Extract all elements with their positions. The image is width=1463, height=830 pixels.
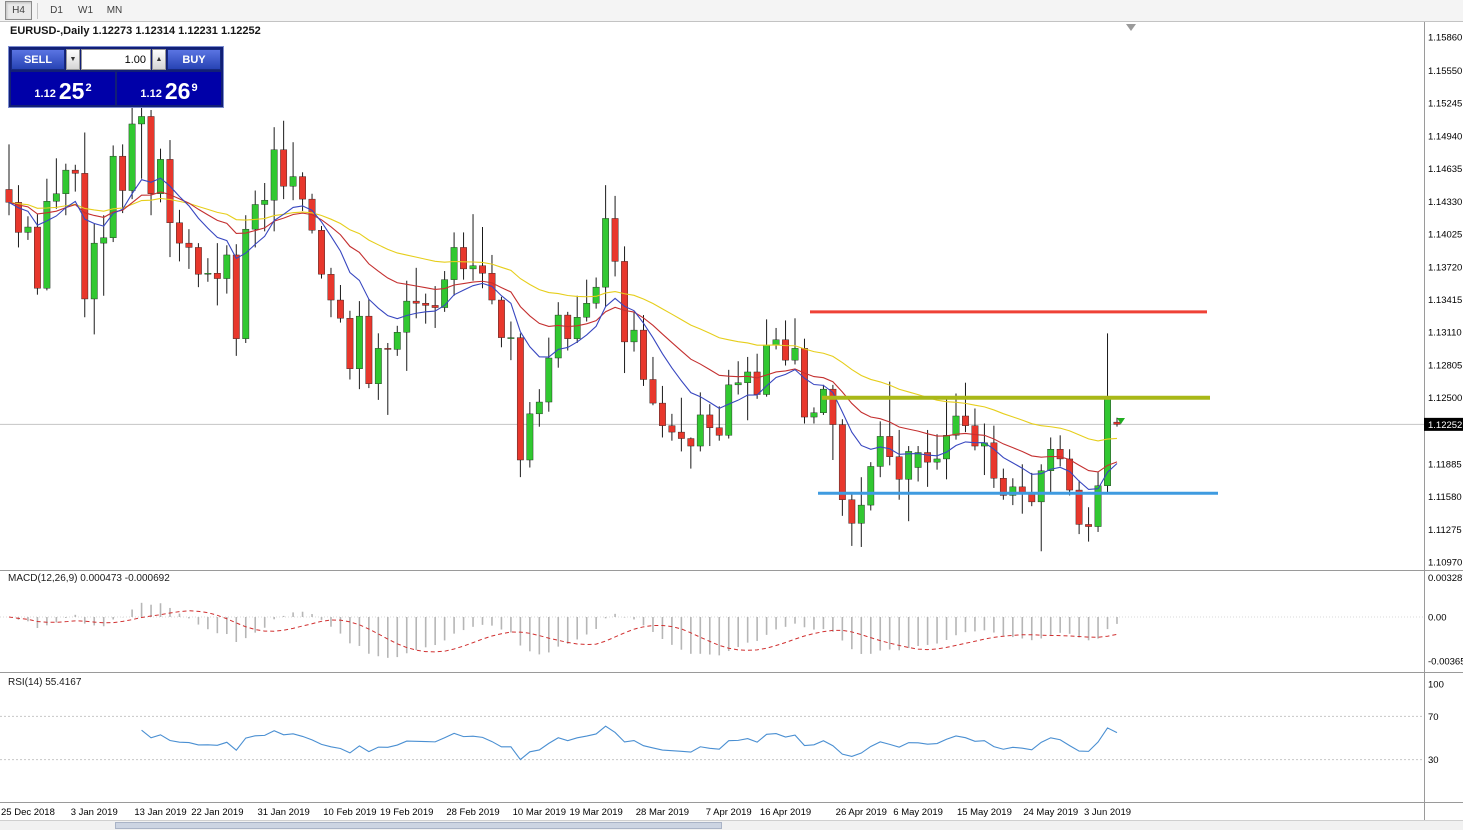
svg-text:28 Mar 2019: 28 Mar 2019 bbox=[636, 807, 689, 818]
scrollbar-thumb[interactable] bbox=[115, 822, 722, 829]
timeframe-button-d1[interactable]: D1 bbox=[50, 5, 63, 16]
svg-text:1.14330: 1.14330 bbox=[1428, 197, 1462, 208]
svg-text:1.12805: 1.12805 bbox=[1428, 360, 1462, 371]
svg-text:1.12500: 1.12500 bbox=[1428, 393, 1462, 404]
rsi-pane bbox=[0, 715, 1424, 761]
bid-price-display: 1.12 25 2 bbox=[11, 72, 115, 105]
macd-pane bbox=[0, 602, 1424, 658]
candlesticks bbox=[5, 102, 1121, 552]
chart-title: EURUSD-,Daily 1.12273 1.12314 1.12231 1.… bbox=[10, 25, 261, 37]
macd-histogram bbox=[17, 602, 1118, 658]
svg-text:3 Jun 2019: 3 Jun 2019 bbox=[1084, 807, 1131, 818]
ask-price-prefix: 1.12 bbox=[140, 88, 162, 100]
svg-text:0.00: 0.00 bbox=[1428, 613, 1447, 624]
time-axis[interactable]: 25 Dec 2018 3 Jan 2019 13 Jan 2019 22 Jan 2… bbox=[1, 807, 1131, 818]
svg-text:100: 100 bbox=[1428, 680, 1444, 691]
svg-text:7 Apr 2019: 7 Apr 2019 bbox=[706, 807, 752, 818]
current-price-tag bbox=[1424, 417, 1463, 431]
latest-price-arrow-icon bbox=[1117, 418, 1125, 424]
rsi-line bbox=[141, 725, 1118, 761]
svg-text:28 Feb 2019: 28 Feb 2019 bbox=[446, 807, 499, 818]
bid-price-prefix: 1.12 bbox=[34, 88, 56, 100]
svg-text:24 May 2019: 24 May 2019 bbox=[1023, 807, 1078, 818]
bid-price-pips: 25 bbox=[58, 78, 85, 104]
svg-text:30: 30 bbox=[1428, 755, 1439, 766]
svg-text:1.14940: 1.14940 bbox=[1428, 131, 1462, 142]
svg-text:15 May 2019: 15 May 2019 bbox=[957, 807, 1012, 818]
svg-text:22 Jan 2019: 22 Jan 2019 bbox=[191, 807, 243, 818]
rsi-indicator-label: RSI(14) 55.4167 bbox=[8, 677, 82, 688]
svg-text:70: 70 bbox=[1428, 712, 1439, 723]
ask-price-display: 1.12 26 9 bbox=[117, 72, 221, 105]
svg-text:-0.003659: -0.003659 bbox=[1428, 657, 1463, 668]
svg-text:1.11580: 1.11580 bbox=[1428, 492, 1462, 503]
svg-text:1.13110: 1.13110 bbox=[1428, 328, 1462, 339]
ma-line-medium-red bbox=[8, 191, 1118, 473]
svg-text:1.10970: 1.10970 bbox=[1428, 558, 1462, 569]
chart-shift-marker-icon bbox=[1126, 24, 1136, 31]
ma-line-fast-blue bbox=[8, 177, 1118, 490]
svg-text:19 Feb 2019: 19 Feb 2019 bbox=[380, 807, 433, 818]
svg-text:6 May 2019: 6 May 2019 bbox=[893, 807, 943, 818]
svg-text:0.003287: 0.003287 bbox=[1428, 573, 1463, 584]
svg-text:13 Jan 2019: 13 Jan 2019 bbox=[134, 807, 186, 818]
price-pane[interactable] bbox=[0, 24, 1424, 552]
svg-text:10 Feb 2019: 10 Feb 2019 bbox=[323, 807, 376, 818]
svg-text:25 Dec 2018: 25 Dec 2018 bbox=[1, 807, 55, 818]
svg-text:1.13415: 1.13415 bbox=[1428, 295, 1462, 306]
svg-text:1.15860: 1.15860 bbox=[1428, 33, 1462, 44]
svg-text:31 Jan 2019: 31 Jan 2019 bbox=[257, 807, 309, 818]
svg-text:1.13720: 1.13720 bbox=[1428, 262, 1462, 273]
price-axis[interactable]: 1.15860 1.15550 1.15245 1.14940 1.14635 1.143… bbox=[1424, 33, 1463, 767]
ma-line-slow-yellow bbox=[8, 197, 1118, 442]
svg-text:3 Jan 2019: 3 Jan 2019 bbox=[71, 807, 118, 818]
ask-price-pips: 26 bbox=[164, 78, 191, 104]
svg-text:1.15550: 1.15550 bbox=[1428, 66, 1462, 77]
buy-button[interactable]: BUY bbox=[167, 49, 221, 70]
timeframe-button-w1[interactable]: W1 bbox=[78, 5, 93, 16]
svg-text:1.14025: 1.14025 bbox=[1428, 230, 1462, 241]
volume-decrease-button[interactable]: ▼ bbox=[66, 49, 80, 70]
volume-input[interactable] bbox=[81, 49, 151, 70]
macd-indicator-label: MACD(12,26,9) 0.000473 -0.000692 bbox=[8, 573, 170, 584]
svg-text:1.14635: 1.14635 bbox=[1428, 164, 1462, 175]
sell-button[interactable]: SELL bbox=[11, 49, 65, 70]
macd-signal-line bbox=[8, 610, 1118, 653]
svg-text:10 Mar 2019: 10 Mar 2019 bbox=[513, 807, 566, 818]
toolbar-separator bbox=[37, 2, 38, 19]
horizontal-scrollbar[interactable] bbox=[0, 820, 1463, 830]
bid-price-point: 2 bbox=[85, 82, 92, 94]
timeframe-button-h4[interactable]: H4 bbox=[5, 1, 32, 20]
svg-text:16 Apr 2019: 16 Apr 2019 bbox=[760, 807, 811, 818]
svg-text:19 Mar 2019: 19 Mar 2019 bbox=[569, 807, 622, 818]
svg-text:1.12252: 1.12252 bbox=[1428, 420, 1462, 431]
timeframe-toolbar: H4 D1 W1 MN bbox=[0, 0, 1463, 22]
svg-text:1.11885: 1.11885 bbox=[1428, 459, 1462, 470]
svg-text:26 Apr 2019: 26 Apr 2019 bbox=[836, 807, 887, 818]
ask-price-point: 9 bbox=[191, 82, 198, 94]
volume-increase-button[interactable]: ▲ bbox=[152, 49, 166, 70]
svg-text:1.11275: 1.11275 bbox=[1428, 525, 1462, 536]
timeframe-button-mn[interactable]: MN bbox=[106, 5, 123, 16]
svg-text:1.15245: 1.15245 bbox=[1428, 99, 1462, 110]
